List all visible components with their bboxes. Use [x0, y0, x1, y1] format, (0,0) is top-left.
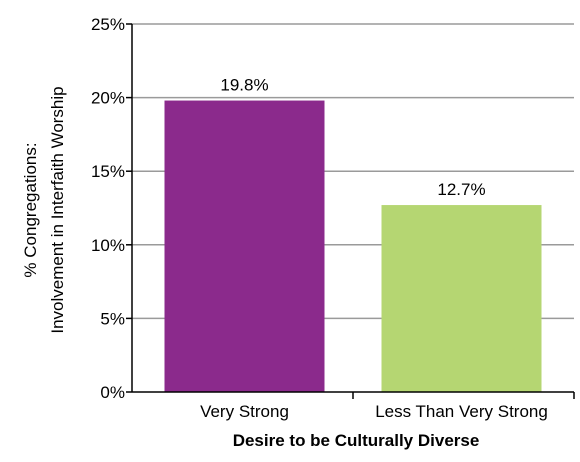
y-tick-label: 20% [91, 89, 125, 108]
y-tick-label: 5% [100, 309, 125, 328]
x-tick-label: Very Strong [200, 402, 289, 421]
x-tick-label: Less Than Very Strong [375, 402, 548, 421]
data-label: 19.8% [220, 76, 268, 95]
y-axis-title: % Congregations: Involvement in Interfai… [21, 86, 67, 333]
bar [164, 100, 325, 392]
y-tick-label: 15% [91, 162, 125, 181]
y-tick-label: 25% [91, 15, 125, 34]
data-label: 12.7% [437, 180, 485, 199]
bar [381, 205, 542, 392]
y-axis-title-line-2: Involvement in Interfaith Worship [48, 86, 67, 333]
y-tick-label: 0% [100, 383, 125, 402]
y-tick-label: 10% [91, 236, 125, 255]
y-axis-title-line-1: % Congregations: [21, 142, 40, 277]
axes [126, 23, 575, 399]
bars [164, 100, 542, 392]
labels: 0% 5% 10% 15% 20% 25% 19.8% Very Strong 12.7% Les… [91, 15, 548, 421]
x-axis-title: Desire to be Culturally Diverse [233, 431, 480, 450]
